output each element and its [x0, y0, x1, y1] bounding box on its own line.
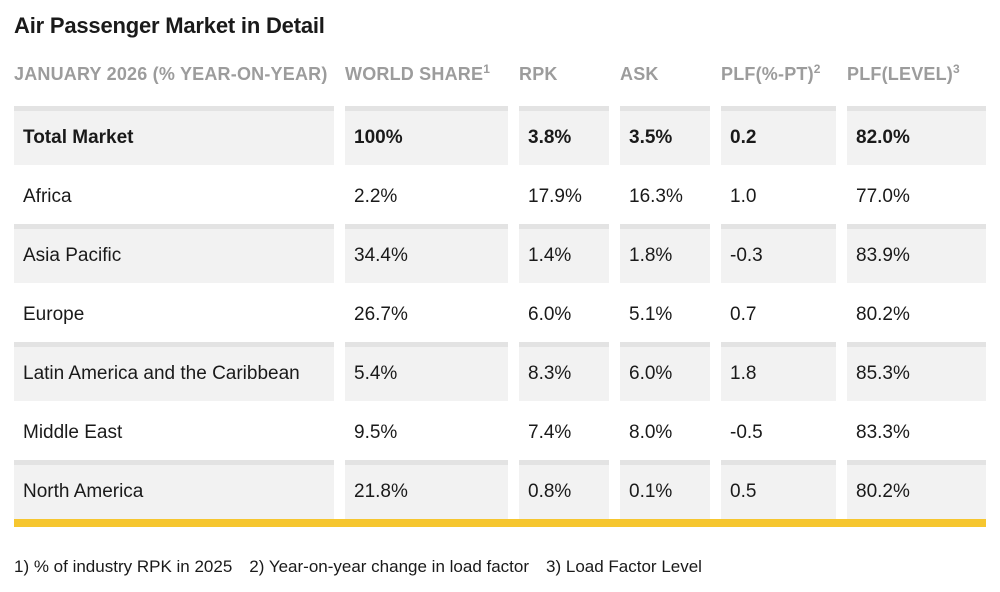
value-cell: 34.4%	[345, 224, 508, 283]
value-cell: 21.8%	[345, 460, 508, 519]
table-row: Middle East 9.5% 7.4% 8.0% -0.5 83.3%	[14, 401, 986, 460]
value-cell: 2.2%	[345, 165, 508, 224]
footnote: 1) % of industry RPK in 2025	[14, 557, 233, 576]
table-row: Total Market 100% 3.8% 3.5% 0.2 82.0%	[14, 106, 986, 165]
value-cell: 1.0	[721, 165, 836, 224]
table-row: Latin America and the Caribbean 5.4% 8.3% 6…	[14, 342, 986, 401]
column-header-world-share: WORLD SHARE1	[345, 62, 491, 84]
footnote-marker: 2	[813, 62, 821, 76]
footnotes: 1) % of industry RPK in 2025 2) Year-on-y…	[14, 557, 986, 577]
column-header-region: JANUARY 2026 (% YEAR-ON-YEAR)	[14, 64, 328, 84]
region-cell: Asia Pacific	[14, 224, 334, 283]
region-cell: North America	[14, 460, 334, 519]
value-cell: 77.0%	[847, 165, 986, 224]
value-cell: 0.5	[721, 460, 836, 519]
value-cell: 3.5%	[620, 106, 710, 165]
air-passenger-market-table: Air Passenger Market in Detail JANUARY 2…	[14, 13, 986, 577]
table-body: Total Market 100% 3.8% 3.5% 0.2 82.0% Africa 2.…	[14, 106, 986, 519]
page-title: Air Passenger Market in Detail	[14, 13, 325, 38]
region-cell: Total Market	[14, 106, 334, 165]
column-header-rpk: RPK	[519, 64, 558, 84]
table-row: North America 21.8% 0.8% 0.1% 0.5 80.2%	[14, 460, 986, 519]
value-cell: 8.3%	[519, 342, 609, 401]
value-cell: 7.4%	[519, 401, 609, 460]
value-cell: 0.8%	[519, 460, 609, 519]
column-header-ask: ASK	[620, 64, 659, 84]
value-cell: 83.3%	[847, 401, 986, 460]
value-cell: 1.8%	[620, 224, 710, 283]
footnote-marker: 1	[483, 62, 491, 76]
value-cell: 80.2%	[847, 283, 986, 342]
region-cell: Africa	[14, 165, 334, 224]
accent-bar	[14, 519, 986, 527]
value-cell: -0.5	[721, 401, 836, 460]
table-row: Europe 26.7% 6.0% 5.1% 0.7 80.2%	[14, 283, 986, 342]
value-cell: 16.3%	[620, 165, 710, 224]
value-cell: 9.5%	[345, 401, 508, 460]
footnote: 2) Year-on-year change in load factor	[249, 557, 530, 576]
value-cell: -0.3	[721, 224, 836, 283]
region-cell: Middle East	[14, 401, 334, 460]
value-cell: 0.2	[721, 106, 836, 165]
value-cell: 83.9%	[847, 224, 986, 283]
value-cell: 26.7%	[345, 283, 508, 342]
value-cell: 80.2%	[847, 460, 986, 519]
value-cell: 6.0%	[519, 283, 609, 342]
table-header-row: JANUARY 2026 (% YEAR-ON-YEAR) WORLD SHARE…	[14, 62, 986, 84]
value-cell: 100%	[345, 106, 508, 165]
value-cell: 17.9%	[519, 165, 609, 224]
column-header-plf-level: PLF(LEVEL)3	[847, 62, 960, 84]
value-cell: 0.7	[721, 283, 836, 342]
value-cell: 5.4%	[345, 342, 508, 401]
value-cell: 85.3%	[847, 342, 986, 401]
region-cell: Europe	[14, 283, 334, 342]
footnote-marker: 3	[953, 62, 960, 76]
value-cell: 8.0%	[620, 401, 710, 460]
column-header-plf-pt: PLF(%-PT)2	[721, 62, 821, 84]
value-cell: 3.8%	[519, 106, 609, 165]
value-cell: 82.0%	[847, 106, 986, 165]
value-cell: 5.1%	[620, 283, 710, 342]
region-cell: Latin America and the Caribbean	[14, 342, 334, 401]
value-cell: 0.1%	[620, 460, 710, 519]
table-row: Africa 2.2% 17.9% 16.3% 1.0 77.0%	[14, 165, 986, 224]
footnote: 3) Load Factor Level	[546, 557, 702, 576]
table-row: Asia Pacific 34.4% 1.4% 1.8% -0.3 83.9%	[14, 224, 986, 283]
value-cell: 6.0%	[620, 342, 710, 401]
value-cell: 1.8	[721, 342, 836, 401]
value-cell: 1.4%	[519, 224, 609, 283]
